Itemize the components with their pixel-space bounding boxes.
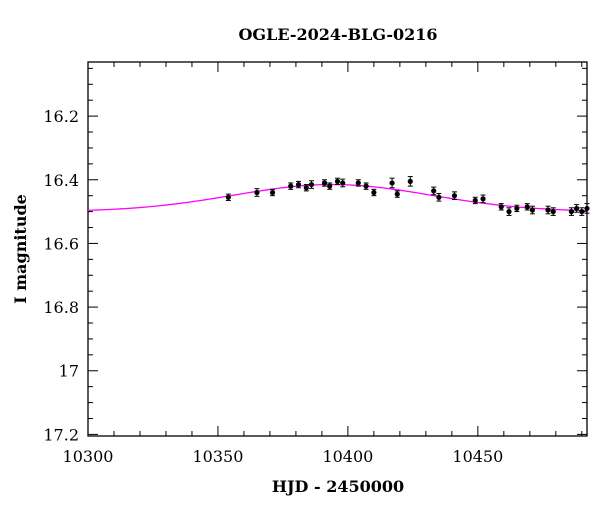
x-tick-label: 10450 — [452, 447, 503, 466]
data-point — [579, 209, 585, 215]
data-point — [321, 180, 328, 186]
x-tick-label: 10350 — [192, 447, 243, 466]
y-tick-label: 16.2 — [43, 107, 79, 126]
y-tick-label: 16.6 — [43, 234, 79, 253]
data-point — [524, 204, 530, 210]
data-point — [514, 205, 520, 212]
data-point — [529, 207, 536, 213]
data-point — [363, 183, 369, 189]
data-point — [407, 178, 413, 184]
data-point — [545, 207, 551, 213]
data-point — [303, 185, 309, 191]
chart-title: OGLE-2024-BLG-0216 — [238, 25, 437, 44]
data-point — [225, 194, 231, 200]
data-point — [431, 188, 437, 194]
data-point — [584, 205, 590, 212]
data-point — [568, 209, 575, 215]
y-tick-label: 16.8 — [43, 298, 79, 317]
data-point — [269, 189, 276, 196]
data-point — [371, 189, 377, 196]
data-point — [327, 183, 333, 189]
y-tick-label: 17 — [59, 362, 79, 381]
axis-tick-labels: 10300 10350 10400 10450 16.2 16.4 16.6 16.8 17 17… — [43, 107, 503, 466]
data-point — [334, 178, 341, 184]
data-point — [355, 180, 361, 186]
data-point — [574, 205, 580, 212]
y-axis-label: I magnitude — [11, 194, 30, 304]
y-tick-label: 16.4 — [43, 171, 79, 190]
data-point — [472, 197, 478, 204]
data-point — [480, 196, 486, 202]
data-point — [288, 183, 294, 189]
data-point — [254, 189, 260, 196]
x-tick-label: 10400 — [322, 447, 373, 466]
data-point — [308, 181, 315, 188]
model-curve — [87, 183, 588, 212]
data-point — [295, 181, 302, 188]
data-points — [225, 176, 590, 216]
data-point — [340, 180, 346, 186]
plot-frame — [87, 61, 588, 437]
axis-ticks — [87, 62, 587, 436]
data-point — [436, 194, 442, 200]
y-tick-label: 17.2 — [43, 425, 79, 444]
data-point — [394, 191, 400, 197]
data-point — [498, 204, 504, 210]
x-axis-label: HJD - 2450000 — [272, 477, 404, 496]
data-point — [451, 193, 458, 199]
data-point — [506, 209, 512, 215]
data-point — [550, 209, 556, 215]
x-tick-label: 10300 — [63, 447, 114, 466]
data-point — [389, 180, 395, 186]
plot-area — [87, 176, 590, 216]
